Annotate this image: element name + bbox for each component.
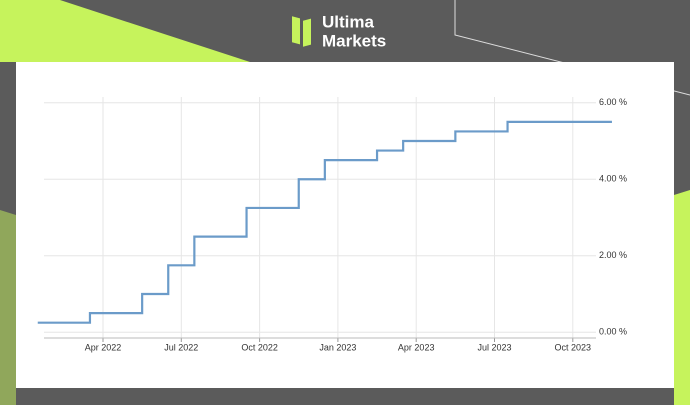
y-tick-label: 4.00 % [599, 174, 627, 184]
y-tick-label: 0.00 % [599, 327, 627, 337]
brand-text: Ultima [322, 12, 375, 31]
y-tick-label: 6.00 % [599, 97, 627, 107]
x-tick-label: Apr 2023 [398, 342, 435, 352]
x-tick-label: Jul 2022 [164, 342, 198, 352]
y-tick-label: 2.00 % [599, 250, 627, 260]
accent [674, 190, 690, 405]
x-tick-label: Apr 2022 [85, 342, 122, 352]
logo-icon [292, 16, 300, 45]
x-tick-label: Jul 2023 [477, 342, 511, 352]
accent [0, 210, 16, 405]
line [37, 120, 612, 324]
x-tick-label: Oct 2023 [555, 342, 592, 352]
logo: Ultima Markets [292, 12, 386, 50]
logo-icon [303, 18, 311, 47]
brand-text: Markets [322, 31, 386, 50]
x-tick-label: Oct 2022 [241, 342, 278, 352]
accent [0, 0, 250, 62]
x-tick-label: Jan 2023 [319, 342, 356, 352]
chart-card [16, 62, 674, 388]
plot: 0.00 % 2.00 % 4.00 % 6.00 % Apr 2022 Jul 2022… [37, 97, 627, 352]
